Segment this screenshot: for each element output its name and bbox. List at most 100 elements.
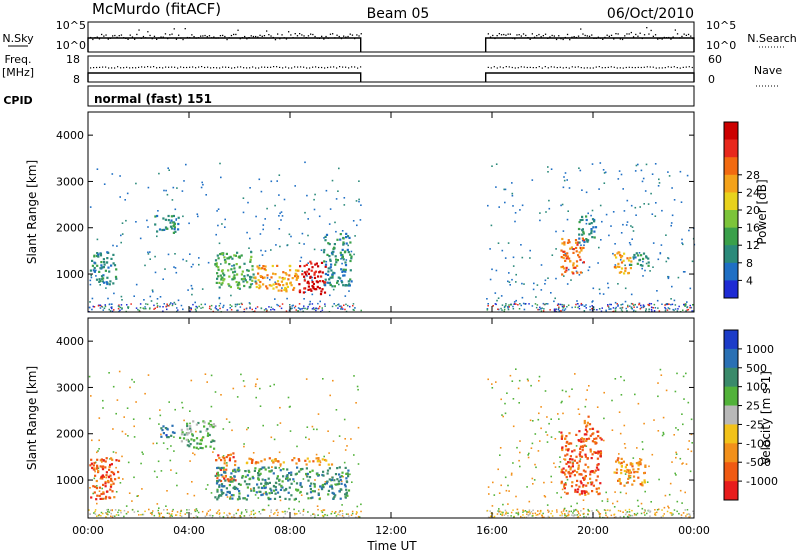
velocity-ground-scatter	[339, 510, 341, 512]
power-cell	[215, 265, 218, 268]
velocity-echo-point	[536, 513, 539, 516]
power-ground-scatter	[226, 309, 229, 311]
velocity-ground-scatter	[231, 516, 233, 518]
velocity-cell	[104, 482, 107, 485]
velocity-cell	[631, 465, 634, 468]
power-echo-point	[643, 203, 645, 205]
velocity-cell	[579, 445, 583, 448]
power-echo-point	[260, 249, 262, 252]
velocity-echo-point	[550, 481, 553, 483]
velocity-cell	[232, 486, 235, 490]
velocity-ground-scatter	[578, 512, 580, 515]
velocity-ground-scatter	[337, 513, 339, 516]
velocity-cell	[564, 445, 568, 448]
velocity-echo-point	[563, 507, 566, 510]
nave-point	[640, 66, 642, 69]
velocity-cell	[264, 482, 267, 485]
velocity-ground-scatter	[144, 510, 146, 513]
velocity-echo-point	[505, 489, 508, 492]
power-cell	[100, 264, 103, 267]
power-ground-scatter	[600, 310, 603, 312]
power-echo-point	[320, 249, 323, 251]
nave-point	[135, 67, 137, 69]
velocity-echo-point	[257, 497, 260, 499]
velocity-cell	[95, 479, 98, 483]
power-colorbar-segment	[724, 192, 738, 211]
power-echo-point	[306, 194, 308, 197]
nave-point	[168, 66, 170, 68]
power-echo-point	[619, 259, 622, 261]
velocity-cell	[299, 483, 302, 487]
velocity-echo-point	[687, 401, 690, 404]
power-echo-point	[304, 291, 307, 293]
power-ground-scatter	[596, 309, 598, 311]
power-echo-point	[661, 209, 663, 212]
power-echo-point	[175, 271, 178, 274]
power-echo-point	[331, 179, 334, 182]
power-ground-scatter	[684, 305, 686, 307]
power-echo-point	[146, 219, 148, 222]
power-cell	[342, 268, 345, 271]
power-cell	[95, 278, 99, 281]
velocity-cell	[186, 444, 189, 447]
power-cell	[217, 257, 220, 260]
velocity-cell	[313, 490, 316, 493]
velocity-echo-point	[537, 418, 540, 421]
velocity-cell	[639, 483, 642, 486]
velocity-ground-scatter	[277, 511, 279, 514]
power-cell	[93, 254, 96, 257]
velocity-cell	[260, 467, 263, 471]
velocity-ground-scatter	[496, 513, 499, 515]
power-echo-point	[278, 174, 281, 176]
velocity-ground-scatter	[100, 511, 103, 514]
power-echo-point	[311, 276, 313, 279]
power-ground-scatter	[683, 303, 685, 306]
velocity-echo-point	[564, 491, 566, 494]
velocity-cell	[210, 440, 213, 443]
power-cell	[341, 281, 344, 284]
velocity-ground-scatter	[111, 509, 113, 512]
power-cell	[582, 230, 585, 233]
velocity-echo-point	[691, 442, 693, 444]
power-ground-scatter	[163, 303, 165, 305]
power-cell	[581, 218, 584, 221]
velocity-echo-point	[559, 461, 562, 463]
velocity-echo-point	[577, 408, 580, 410]
velocity-cell	[327, 463, 330, 466]
power-echo-point	[533, 282, 535, 285]
velocity-ground-scatter	[269, 515, 271, 517]
power-ground-scatter	[353, 309, 355, 311]
power-cell	[255, 282, 258, 285]
velocity-echo-point	[158, 507, 160, 509]
velocity-cell	[576, 490, 579, 494]
velocity-cell	[569, 458, 572, 461]
noise-sky-point	[193, 36, 195, 38]
velocity-ground-scatter	[532, 509, 534, 511]
power-echo-point	[292, 304, 294, 307]
power-ground-scatter	[512, 308, 515, 310]
velocity-cell	[577, 464, 580, 467]
velocity-cell	[570, 485, 574, 488]
velocity-y-tick-label: 4000	[56, 335, 84, 348]
power-cell	[263, 276, 266, 279]
velocity-cell	[637, 468, 640, 471]
power-cell	[342, 241, 345, 244]
power-ground-scatter	[272, 308, 274, 310]
velocity-cell	[595, 479, 598, 482]
power-cell	[580, 249, 583, 252]
power-ground-scatter	[195, 310, 197, 312]
power-cell	[270, 276, 273, 279]
power-echo-point	[555, 308, 557, 310]
velocity-cell	[218, 484, 221, 487]
power-ground-scatter	[576, 303, 579, 305]
velocity-ground-scatter	[617, 509, 620, 512]
power-ground-scatter	[518, 308, 521, 310]
power-echo-point	[274, 204, 276, 207]
noise-sky-point	[211, 37, 213, 39]
velocity-echo-point	[669, 482, 672, 485]
power-ground-scatter	[642, 304, 645, 306]
nave-point	[559, 66, 561, 68]
velocity-colorbar-tick-label: 100	[746, 381, 767, 394]
power-echo-point	[341, 230, 344, 232]
noise-sky-point	[551, 34, 553, 37]
